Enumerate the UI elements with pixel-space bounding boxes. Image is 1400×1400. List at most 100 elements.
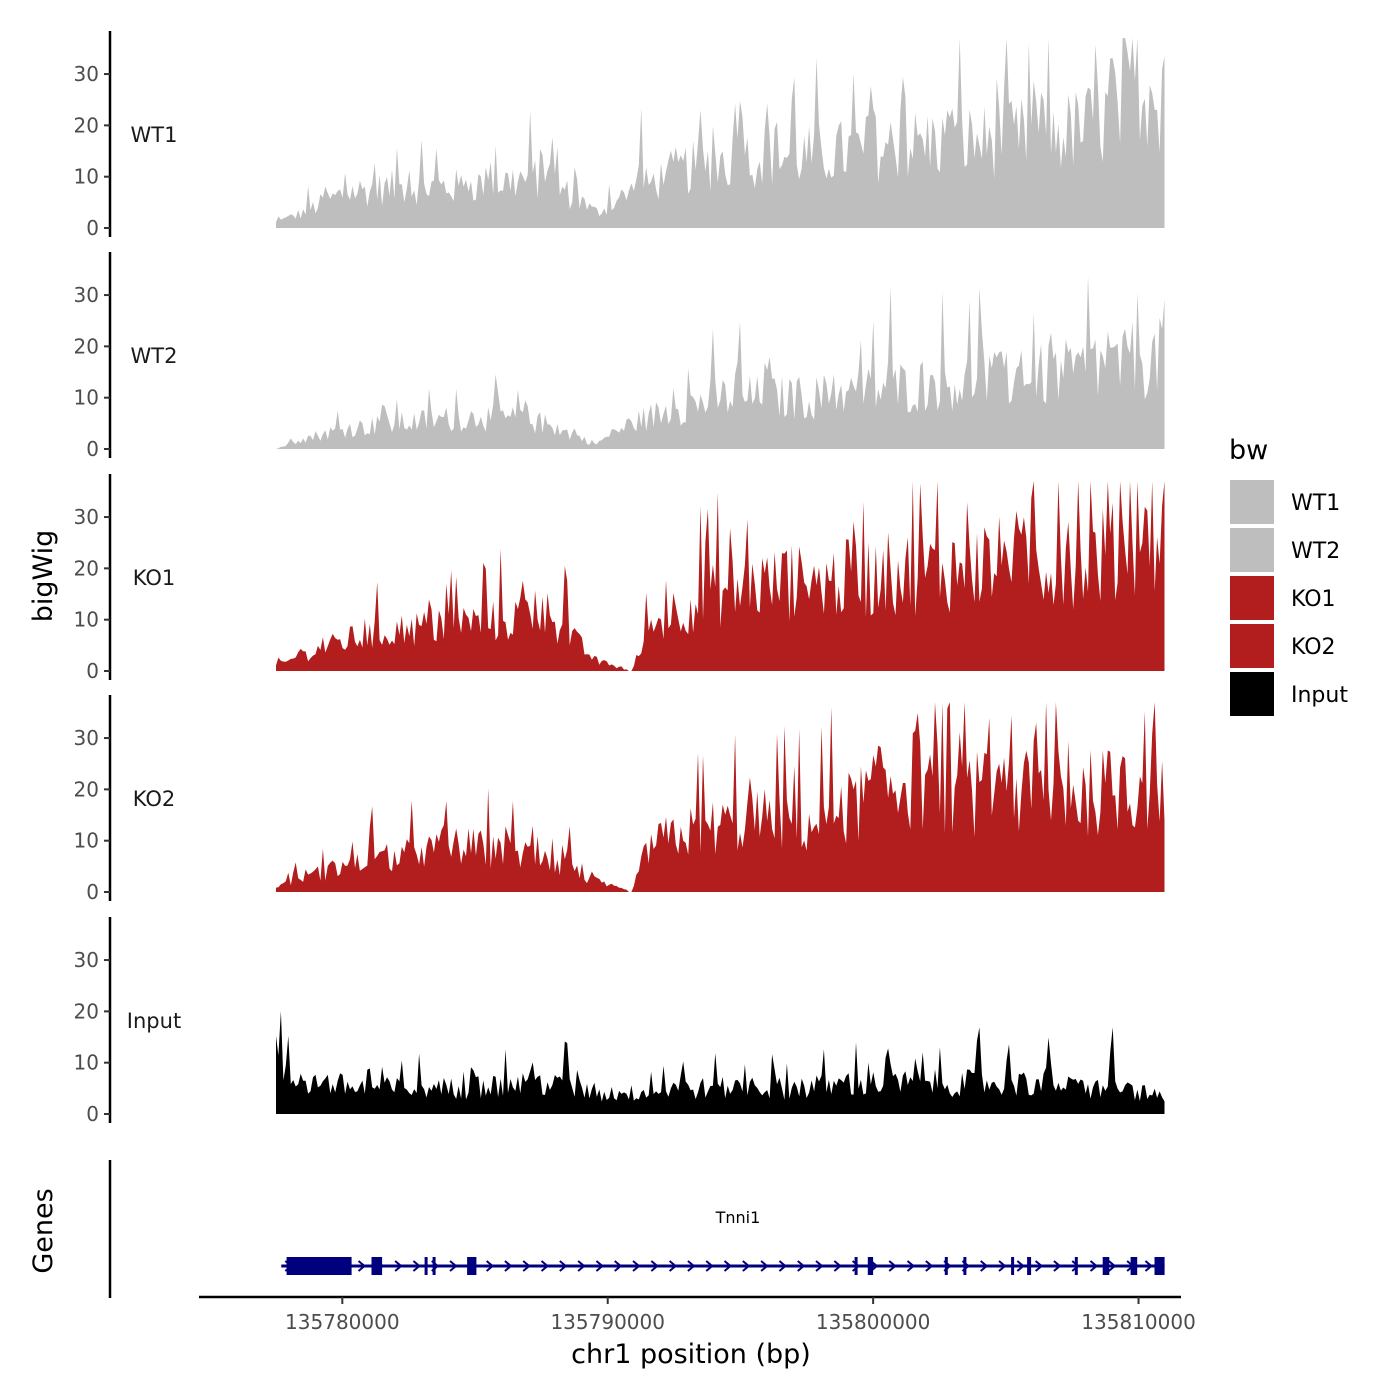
exon bbox=[1027, 1257, 1032, 1275]
y-tick-label: 30 bbox=[74, 62, 99, 86]
y-tick-label: 0 bbox=[86, 1102, 99, 1126]
strand-arrow bbox=[815, 1260, 824, 1272]
track-ko1: 0 10 20 30 KO1 bbox=[74, 474, 1165, 683]
exon bbox=[286, 1257, 352, 1275]
strand-arrow bbox=[1108, 1260, 1117, 1272]
strand-arrow bbox=[449, 1260, 458, 1272]
y-tick-label: 10 bbox=[74, 1051, 99, 1075]
strand-arrow bbox=[540, 1260, 550, 1272]
x-tick-label: 135800000 bbox=[816, 1310, 931, 1334]
track-label-wt1: WT1 bbox=[131, 123, 178, 147]
strand-arrow bbox=[394, 1260, 403, 1272]
y-tick-label: 10 bbox=[74, 386, 99, 410]
legend-key-wt1 bbox=[1230, 480, 1274, 524]
y-tick-label: 0 bbox=[86, 437, 99, 461]
legend-label-ko1: KO1 bbox=[1291, 587, 1336, 612]
strand-arrow bbox=[1016, 1260, 1025, 1272]
strand-arrow bbox=[925, 1260, 934, 1272]
strand-arrow bbox=[723, 1260, 733, 1272]
y-tick-label: 30 bbox=[74, 726, 99, 750]
track-wt1: 0 10 20 30 WT1 bbox=[74, 31, 1165, 240]
strand-arrow bbox=[980, 1260, 989, 1272]
strand-arrow bbox=[485, 1260, 495, 1272]
exon bbox=[1130, 1257, 1138, 1275]
track-wt2: 0 10 20 30 WT2 bbox=[74, 252, 1165, 461]
x-tick-label: 135810000 bbox=[1081, 1310, 1196, 1334]
legend-label-ko2: KO2 bbox=[1291, 635, 1336, 660]
track-ko2: 0 10 20 30 KO2 bbox=[74, 695, 1165, 904]
strand-arrow bbox=[504, 1260, 513, 1272]
area-ko1 bbox=[276, 481, 1165, 671]
y-tick-label: 20 bbox=[74, 113, 99, 137]
strand-arrow bbox=[760, 1260, 769, 1272]
strand-arrow bbox=[797, 1260, 806, 1272]
strand-arrow bbox=[522, 1260, 531, 1272]
x-axis: 135780000 135790000 135800000 135810000 bbox=[199, 1295, 1196, 1334]
y-tick-label: 20 bbox=[74, 777, 99, 801]
strand-arrow bbox=[888, 1260, 897, 1272]
strand-arrow bbox=[742, 1260, 751, 1272]
strand-arrow bbox=[1053, 1260, 1062, 1272]
y-tick-label: 30 bbox=[74, 505, 99, 529]
strand-arrow bbox=[1144, 1260, 1153, 1272]
exon bbox=[1074, 1257, 1078, 1275]
strand-arrow bbox=[650, 1260, 659, 1272]
strand-arrow bbox=[705, 1260, 714, 1272]
legend-key-wt2 bbox=[1230, 528, 1274, 572]
track-label-input: Input bbox=[127, 1009, 181, 1033]
strand-arrow bbox=[559, 1260, 568, 1272]
legend-label-wt2: WT2 bbox=[1291, 539, 1340, 564]
legend-label-wt1: WT1 bbox=[1291, 491, 1340, 516]
strand-arrow bbox=[595, 1260, 604, 1272]
strand-arrow bbox=[632, 1260, 641, 1272]
y-tick-label: 0 bbox=[86, 880, 99, 904]
gene-label: Tnni1 bbox=[715, 1208, 761, 1227]
strand-arrow bbox=[577, 1260, 586, 1272]
track-panels: 0 10 20 30 WT1 0 10 20 30 WT2 0 10 20 30 KO1 0 10 20 30 KO2… bbox=[74, 31, 1165, 1126]
legend-title: bw bbox=[1229, 435, 1268, 466]
exon bbox=[371, 1257, 383, 1275]
track-input: 0 10 20 30 Input bbox=[74, 917, 1165, 1126]
exon bbox=[854, 1257, 858, 1275]
genes-panel: Tnni1 bbox=[108, 1160, 1165, 1298]
strand-arrow bbox=[668, 1260, 678, 1272]
y-tick-label: 30 bbox=[74, 948, 99, 972]
strand-arrow bbox=[906, 1260, 916, 1272]
x-axis-title: chr1 position (bp) bbox=[571, 1339, 811, 1370]
y-tick-label: 0 bbox=[86, 216, 99, 240]
strand-arrow bbox=[614, 1260, 623, 1272]
strand-arrow bbox=[1034, 1260, 1044, 1272]
strand-arrow bbox=[778, 1260, 787, 1272]
strand-arrow bbox=[1071, 1260, 1080, 1272]
exon bbox=[432, 1257, 436, 1275]
strand-arrow bbox=[357, 1260, 367, 1272]
area-ko2 bbox=[276, 702, 1165, 892]
y-tick-label: 10 bbox=[74, 829, 99, 853]
exon bbox=[1011, 1257, 1015, 1275]
genes-axis-title: Genes bbox=[28, 1188, 59, 1273]
area-wt2 bbox=[276, 276, 1165, 449]
track-label-ko1: KO1 bbox=[133, 566, 176, 590]
legend-key-input bbox=[1230, 672, 1274, 716]
exon bbox=[467, 1257, 477, 1275]
strand-arrow bbox=[998, 1260, 1007, 1272]
strand-arrow bbox=[833, 1260, 842, 1272]
track-label-wt2: WT2 bbox=[131, 344, 178, 368]
strand-arrow bbox=[412, 1260, 421, 1272]
strand-arrow bbox=[1089, 1260, 1099, 1272]
legend-label-input: Input bbox=[1291, 683, 1348, 708]
strand-arrow bbox=[687, 1260, 696, 1272]
area-wt1 bbox=[276, 38, 1165, 228]
track-label-ko2: KO2 bbox=[133, 787, 176, 811]
exon bbox=[1102, 1257, 1110, 1275]
exon bbox=[867, 1257, 874, 1275]
exon bbox=[1154, 1257, 1165, 1275]
exon bbox=[963, 1257, 967, 1275]
y-tick-label: 0 bbox=[86, 659, 99, 683]
x-tick-label: 135790000 bbox=[550, 1310, 665, 1334]
exon bbox=[424, 1257, 428, 1275]
legend-key-ko1 bbox=[1230, 576, 1274, 620]
y-tick-label: 20 bbox=[74, 999, 99, 1023]
